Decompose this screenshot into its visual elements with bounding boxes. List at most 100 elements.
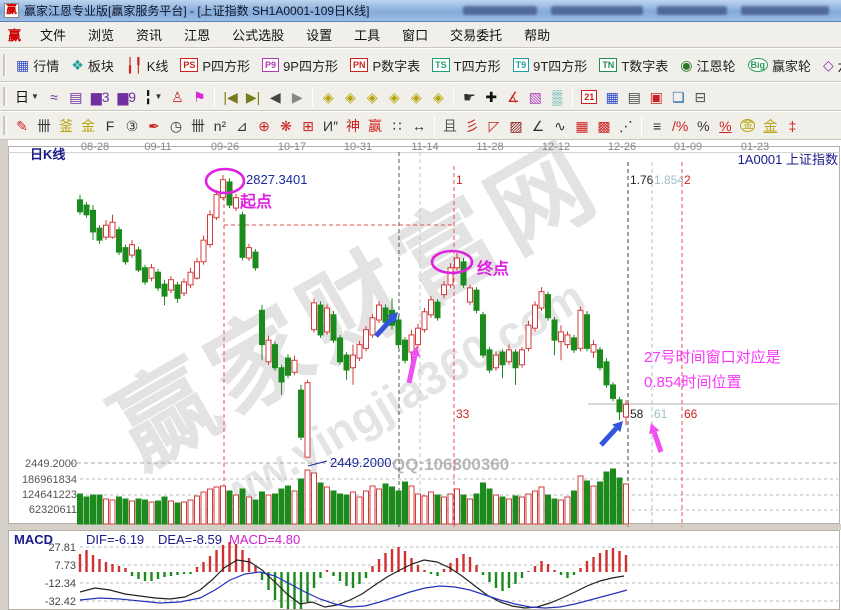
tool-mini-chart-3-icon[interactable]: ▆3 xyxy=(88,86,113,108)
time-ratio-label: 2 xyxy=(684,173,691,187)
tool-fan-rays-icon[interactable]: 彡 xyxy=(462,115,482,137)
menu-formula-stock-picker[interactable]: 公式选股 xyxy=(232,28,285,43)
tool-gann-diamond-2-icon[interactable]: ◈ xyxy=(340,86,360,108)
tool-percent-icon[interactable]: % xyxy=(693,115,713,137)
menu-trade-order[interactable]: 交易委托 xyxy=(450,28,503,43)
tool-time-cycle-icon[interactable]: ◷ xyxy=(166,115,186,137)
tool-period-day-icon[interactable]: 日 ▼ xyxy=(12,86,42,108)
tool-pattern-tool-icon[interactable]: ▧ xyxy=(525,86,545,108)
feature-label: 板块 xyxy=(87,58,114,74)
tool-mark-pen-icon[interactable]: ✒ xyxy=(144,115,164,137)
feature-p-number-table[interactable]: PN P数字表 xyxy=(344,56,426,75)
tool-hand-icon[interactable]: ☛ xyxy=(459,86,479,108)
tool-gann-target-icon[interactable]: ⊕ xyxy=(254,115,274,137)
feature-t-square[interactable]: TS T四方形 xyxy=(426,56,506,75)
macd-hist-bar xyxy=(488,572,491,582)
toolbar-grip[interactable] xyxy=(3,53,6,77)
tool-go-last-icon[interactable]: ▶| xyxy=(243,86,263,108)
tool-fire-pen-icon[interactable]: ‡ xyxy=(782,115,802,137)
tool-red-grid-icon[interactable]: ▦ xyxy=(572,115,592,137)
tool-report-icon[interactable]: ▤ xyxy=(624,86,644,108)
tool-gold-tool-icon[interactable]: 金 xyxy=(78,115,98,137)
menu-browse[interactable]: 浏览 xyxy=(88,28,115,43)
tool-gann-diamond-5-icon[interactable]: ◈ xyxy=(406,86,426,108)
tool-fu-tool-icon[interactable]: 釜 xyxy=(56,115,76,137)
tool-gann-diamond-1-icon[interactable]: ◈ xyxy=(318,86,338,108)
menu-window[interactable]: 窗口 xyxy=(402,28,429,43)
tool-mini-chart-9-icon[interactable]: ▆9 xyxy=(114,86,139,108)
menu-file[interactable]: 文件 xyxy=(40,28,67,43)
tool-n-square-icon[interactable]: n² xyxy=(210,115,230,137)
feature-gann-wheel[interactable]: ◉ 江恩轮 xyxy=(674,56,741,75)
tool-crosshair-icon[interactable]: ✚ xyxy=(481,86,501,108)
feature-9t-square[interactable]: T9 9T四方形 xyxy=(507,56,594,75)
toolbar-grip[interactable] xyxy=(3,87,7,106)
tool-draw-pen-icon[interactable]: ✎ xyxy=(12,115,32,137)
tool-shade-box-icon[interactable]: ▨ xyxy=(506,115,526,137)
volume-bar xyxy=(584,480,590,525)
tool-gann-lines-2-icon[interactable]: 卌 xyxy=(188,115,208,137)
macd-hist-bar xyxy=(130,572,134,576)
tool-percent-under-icon[interactable]: % xyxy=(715,115,735,137)
shen-tool-icon: 神 xyxy=(346,117,361,134)
tool-gold-circle-icon[interactable]: 金 xyxy=(737,115,758,137)
tool-zigzag-icon[interactable]: ∿ xyxy=(550,115,570,137)
menu-news[interactable]: 资讯 xyxy=(136,28,163,43)
tool-gann-diamond-6-icon[interactable]: ◈ xyxy=(428,86,448,108)
menu-help[interactable]: 帮助 xyxy=(524,28,551,43)
kline-chart[interactable]: www.yingjia360.com 赢家财富网 QQ:106800360 08… xyxy=(0,122,841,610)
toolbar-grip[interactable] xyxy=(3,116,7,135)
tool-angle-tool-icon[interactable]: ⊿ xyxy=(232,115,252,137)
gann-lines-2-icon: 卌 xyxy=(191,117,205,134)
tool-fill-tool-icon[interactable]: ▒ xyxy=(547,86,567,108)
tool-fibonacci-icon[interactable]: F xyxy=(100,115,120,137)
tool-go-next-icon[interactable]: ▶ xyxy=(287,86,307,108)
tool-gann-diamond-3-icon[interactable]: ◈ xyxy=(362,86,382,108)
tool-save-icon[interactable]: ▣ xyxy=(646,86,666,108)
tool-gann-diamond-4-icon[interactable]: ◈ xyxy=(384,86,404,108)
feature-sectors[interactable]: ❖ 板块 xyxy=(65,56,120,75)
tool-shen-tool-icon[interactable]: 神 xyxy=(343,115,363,137)
feature-hexagon[interactable]: ◇ 六角形 xyxy=(817,56,841,75)
feature-kline[interactable]: ╽╿ K线 xyxy=(120,56,175,75)
tool-copy-window-icon[interactable]: ❏ xyxy=(668,86,688,108)
tool-go-first-icon[interactable]: |◀ xyxy=(220,86,240,108)
feature-quotes[interactable]: ▦ 行情 xyxy=(10,56,65,75)
menu-gann[interactable]: 江恩 xyxy=(184,28,211,43)
tool-percent-line-icon[interactable]: /% xyxy=(669,115,691,137)
feature-t-number-table[interactable]: TN T数字表 xyxy=(593,56,674,75)
tool-wave-mark-icon[interactable]: И″ xyxy=(320,115,341,137)
tool-angle-rays-icon[interactable]: ∠ xyxy=(528,115,548,137)
feature-winner-wheel[interactable]: Big 赢家轮 xyxy=(742,56,818,75)
tool-go-prev-icon[interactable]: ◀ xyxy=(265,86,285,108)
tool-gann-web-icon[interactable]: ❋ xyxy=(276,115,296,137)
tool-slant-lines-icon[interactable]: ⋰ xyxy=(616,115,636,137)
tool-curves-icon[interactable]: ≈ xyxy=(44,86,64,108)
tool-grid-small-icon[interactable]: ∷ xyxy=(387,115,407,137)
tool-h-measure-icon[interactable]: ↔ xyxy=(409,115,429,137)
feature-9p-square[interactable]: P9 9P四方形 xyxy=(256,56,344,75)
tool-corner-rays-icon[interactable]: ◸ xyxy=(484,115,504,137)
tool-pillar-icon[interactable]: 且 xyxy=(440,115,460,137)
tool-candle-style-icon[interactable]: ╏ ▼ xyxy=(141,86,165,108)
tool-calendar-icon[interactable]: 21 xyxy=(578,86,600,108)
tool-color-flag-icon[interactable]: ⚑ xyxy=(189,86,209,108)
tool-figure-icon[interactable]: ♙ xyxy=(167,86,187,108)
tool-gold-under-icon[interactable]: 金 xyxy=(760,115,780,137)
tool-ying-tool-icon[interactable]: 赢 xyxy=(365,115,385,137)
tool-protractor-icon[interactable]: ∡ xyxy=(503,86,523,108)
window-title: 赢家江恩专业版[赢家服务平台] - [上证指数 SH1A0001-109日K线] xyxy=(24,4,370,18)
tool-calculator-icon[interactable]: ▦ xyxy=(602,86,622,108)
tool-print-icon[interactable]: ⊟ xyxy=(690,86,710,108)
menu-tools[interactable]: 工具 xyxy=(354,28,381,43)
candle-body xyxy=(116,229,122,253)
feature-label: 9T四方形 xyxy=(533,58,588,74)
feature-p-square[interactable]: PS P四方形 xyxy=(174,56,256,75)
tool-notes-icon[interactable]: ▤ xyxy=(66,86,86,108)
tool-gann-lines-icon[interactable]: 卌 xyxy=(34,115,54,137)
tool-price-levels-icon[interactable]: ≡ xyxy=(647,115,667,137)
tool-gann-box-icon[interactable]: ⊞ xyxy=(298,115,318,137)
tool-red-grid-2-icon[interactable]: ▩ xyxy=(594,115,614,137)
menu-settings[interactable]: 设置 xyxy=(306,28,333,43)
tool-spiral-icon[interactable]: ③ xyxy=(122,115,142,137)
